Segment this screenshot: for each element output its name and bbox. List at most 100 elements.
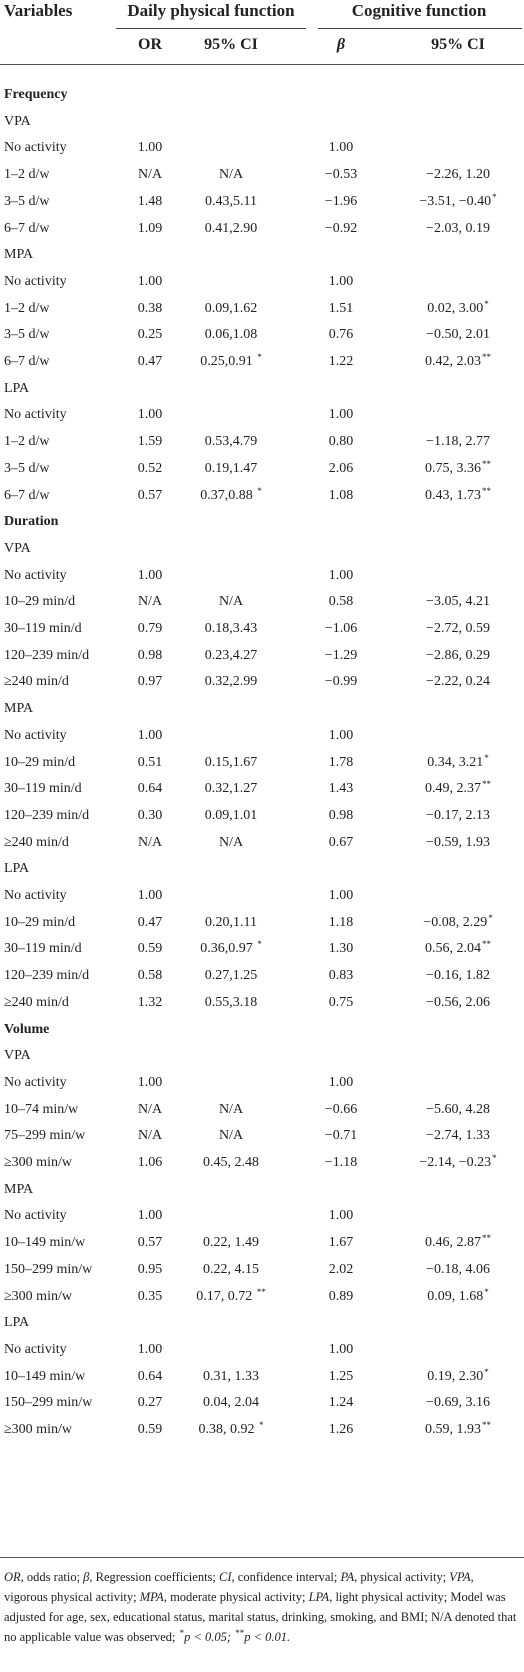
table-row: ≥240 min/d 1.32 0.55,3.18 0.75 −0.56, 2.06 — [0, 990, 524, 1016]
ci1-cell: 0.32,1.27 — [204, 781, 258, 797]
footnote-lpa-abbr: LPA — [308, 1590, 330, 1604]
row-label: 1–2 d/w — [4, 167, 50, 183]
footnote-pa-abbr: PA — [340, 1570, 355, 1584]
table-row: 120–239 min/d 0.30 0.09,1.01 0.98 −0.17, 2.1… — [0, 803, 524, 829]
ci2-cell: 0.42, 2.03** — [425, 352, 491, 369]
or-cell: 1.59 — [137, 434, 163, 450]
table-row: 10–29 min/d 0.51 0.15,1.67 1.78 0.34, 3.21* — [0, 750, 524, 776]
beta-cell: 1.22 — [328, 354, 354, 369]
ci2-significance-mark: * — [484, 298, 489, 309]
or-cell: 0.47 — [137, 354, 163, 369]
or-cell: N/A — [137, 834, 163, 850]
group-label-row: VPA — [0, 536, 524, 562]
ci1-cell: 0.41,2.90 — [204, 220, 258, 236]
ci1-cell: 0.36,0.97 * — [200, 939, 262, 957]
row-label: ≥300 min/w — [4, 1422, 72, 1437]
ci1-cell: 0.18,3.43 — [204, 621, 258, 636]
or-cell: 0.30 — [137, 807, 163, 823]
ci1-significance-mark: * — [257, 352, 262, 362]
table-row: No activity 1.00 1.00 — [0, 563, 524, 589]
ci2-cell: −5.60, 4.28 — [426, 1101, 490, 1117]
ci2-cell: 0.59, 1.93** — [425, 1420, 491, 1437]
row-label: 10–29 min/d — [4, 754, 76, 770]
ci2-cell: −0.69, 3.16 — [426, 1395, 490, 1411]
ci2-cell: 0.09, 1.68* — [427, 1286, 489, 1304]
table-row: No activity 1.00 1.00 — [0, 723, 524, 749]
ci2-significance-mark: ** — [482, 939, 491, 950]
row-label: ≥300 min/w — [4, 1288, 72, 1304]
footnote-vpa-def: , vigorous physical activity; — [4, 1570, 474, 1604]
footnote-beta-abbr: β — [83, 1570, 90, 1584]
row-label: Volume — [4, 1021, 50, 1037]
section-heading-row: Duration — [0, 509, 524, 535]
footnote-sig2-mark: ** — [235, 1628, 245, 1638]
ci1-cell: N/A — [218, 834, 244, 850]
beta-cell: 1.26 — [328, 1422, 354, 1437]
beta-cell: 2.06 — [328, 460, 354, 476]
ci2-significance-mark: ** — [482, 1233, 491, 1244]
table-footnote: OR, odds ratio; β, Regression coefficien… — [4, 1567, 520, 1648]
group-label-row: VPA — [0, 1043, 524, 1069]
beta-cell: 0.98 — [328, 807, 354, 823]
ci2-cell: −2.26, 1.20 — [426, 167, 490, 183]
row-label: 10–29 min/d — [4, 594, 76, 610]
ci1-cell: 0.23,4.27 — [204, 647, 258, 663]
table-row: ≥240 min/d 0.97 0.32,2.99 −0.99 −2.22, 0.24 — [0, 669, 524, 695]
ci1-cell: 0.55,3.18 — [204, 994, 258, 1010]
or-cell: 1.00 — [137, 140, 163, 156]
ci2-cell: 0.46, 2.87** — [425, 1233, 491, 1251]
or-cell: 1.32 — [137, 994, 163, 1010]
table-row: 3–5 d/w 0.52 0.19,1.47 2.06 0.75, 3.36** — [0, 456, 524, 482]
ci2-cell: −0.56, 2.06 — [426, 994, 490, 1010]
or-cell: 1.00 — [137, 888, 163, 903]
ci1-cell: 0.37,0.88 * — [200, 485, 262, 503]
row-label: MPA — [4, 1181, 34, 1197]
table-row: 10–149 min/w 0.64 0.31, 1.33 1.25 0.19, 2.30… — [0, 1364, 524, 1390]
beta-cell: 0.89 — [328, 1288, 354, 1304]
beta-cell: 1.43 — [328, 781, 354, 797]
ci1-cell: 0.15,1.67 — [204, 754, 258, 770]
row-label: 120–239 min/d — [4, 647, 90, 663]
table-row: 1–2 d/w 1.59 0.53,4.79 0.80 −1.18, 2.77 — [0, 429, 524, 455]
footnote-or-abbr: OR — [4, 1570, 21, 1584]
ci2-significance-mark: * — [484, 752, 489, 763]
beta-cell: 1.00 — [328, 140, 354, 156]
table-row: ≥300 min/w 0.59 0.38, 0.92 * 1.26 0.59, 1.93… — [0, 1417, 524, 1443]
ci2-cell: 0.49, 2.37** — [425, 779, 491, 797]
row-label: No activity — [4, 567, 67, 583]
row-label: 6–7 d/w — [4, 354, 50, 369]
ci2-significance-mark: ** — [482, 779, 491, 790]
row-label: 1–2 d/w — [4, 300, 50, 316]
ci1-cell: 0.45, 2.48 — [203, 1155, 259, 1170]
table-row: 30–119 min/d 0.59 0.36,0.97 * 1.30 0.56, 2.0… — [0, 936, 524, 962]
ci2-cell: 0.56, 2.04** — [425, 939, 491, 957]
table-row: 120–239 min/d 0.98 0.23,4.27 −1.29 −2.86, 0.… — [0, 643, 524, 669]
ci1-cell: 0.38, 0.92 * — [198, 1420, 264, 1437]
table-row: No activity 1.00 1.00 — [0, 1070, 524, 1096]
ci2-cell: 0.34, 3.21* — [427, 752, 489, 770]
or-cell: 0.59 — [137, 1422, 163, 1437]
beta-cell: 1.78 — [328, 754, 354, 770]
ci1-cell: 0.22, 4.15 — [203, 1261, 259, 1277]
row-label: VPA — [4, 540, 31, 556]
ci2-significance-mark: * — [492, 1153, 497, 1163]
row-label: 10–29 min/d — [4, 914, 76, 930]
row-label: No activity — [4, 140, 67, 156]
or-cell: 0.52 — [137, 460, 163, 476]
header-beta: β — [336, 36, 346, 53]
row-label: MPA — [4, 247, 34, 263]
row-label: 6–7 d/w — [4, 487, 50, 503]
or-cell: 1.09 — [137, 220, 163, 236]
row-label: No activity — [4, 273, 67, 289]
row-label: ≥240 min/d — [4, 674, 69, 690]
beta-cell: 1.25 — [328, 1368, 354, 1384]
table-row: 6–7 d/w 0.57 0.37,0.88 * 1.08 0.43, 1.73** — [0, 483, 524, 509]
ci2-significance-mark: ** — [482, 458, 491, 469]
ci1-cell: 0.09,1.01 — [204, 807, 258, 823]
row-label: 30–119 min/d — [4, 621, 82, 636]
beta-cell: 1.00 — [328, 273, 354, 289]
ci2-significance-mark: * — [492, 191, 497, 202]
header-variables: Variables — [4, 1, 73, 20]
row-label: MPA — [4, 701, 34, 717]
row-label: ≥240 min/d — [4, 834, 69, 850]
